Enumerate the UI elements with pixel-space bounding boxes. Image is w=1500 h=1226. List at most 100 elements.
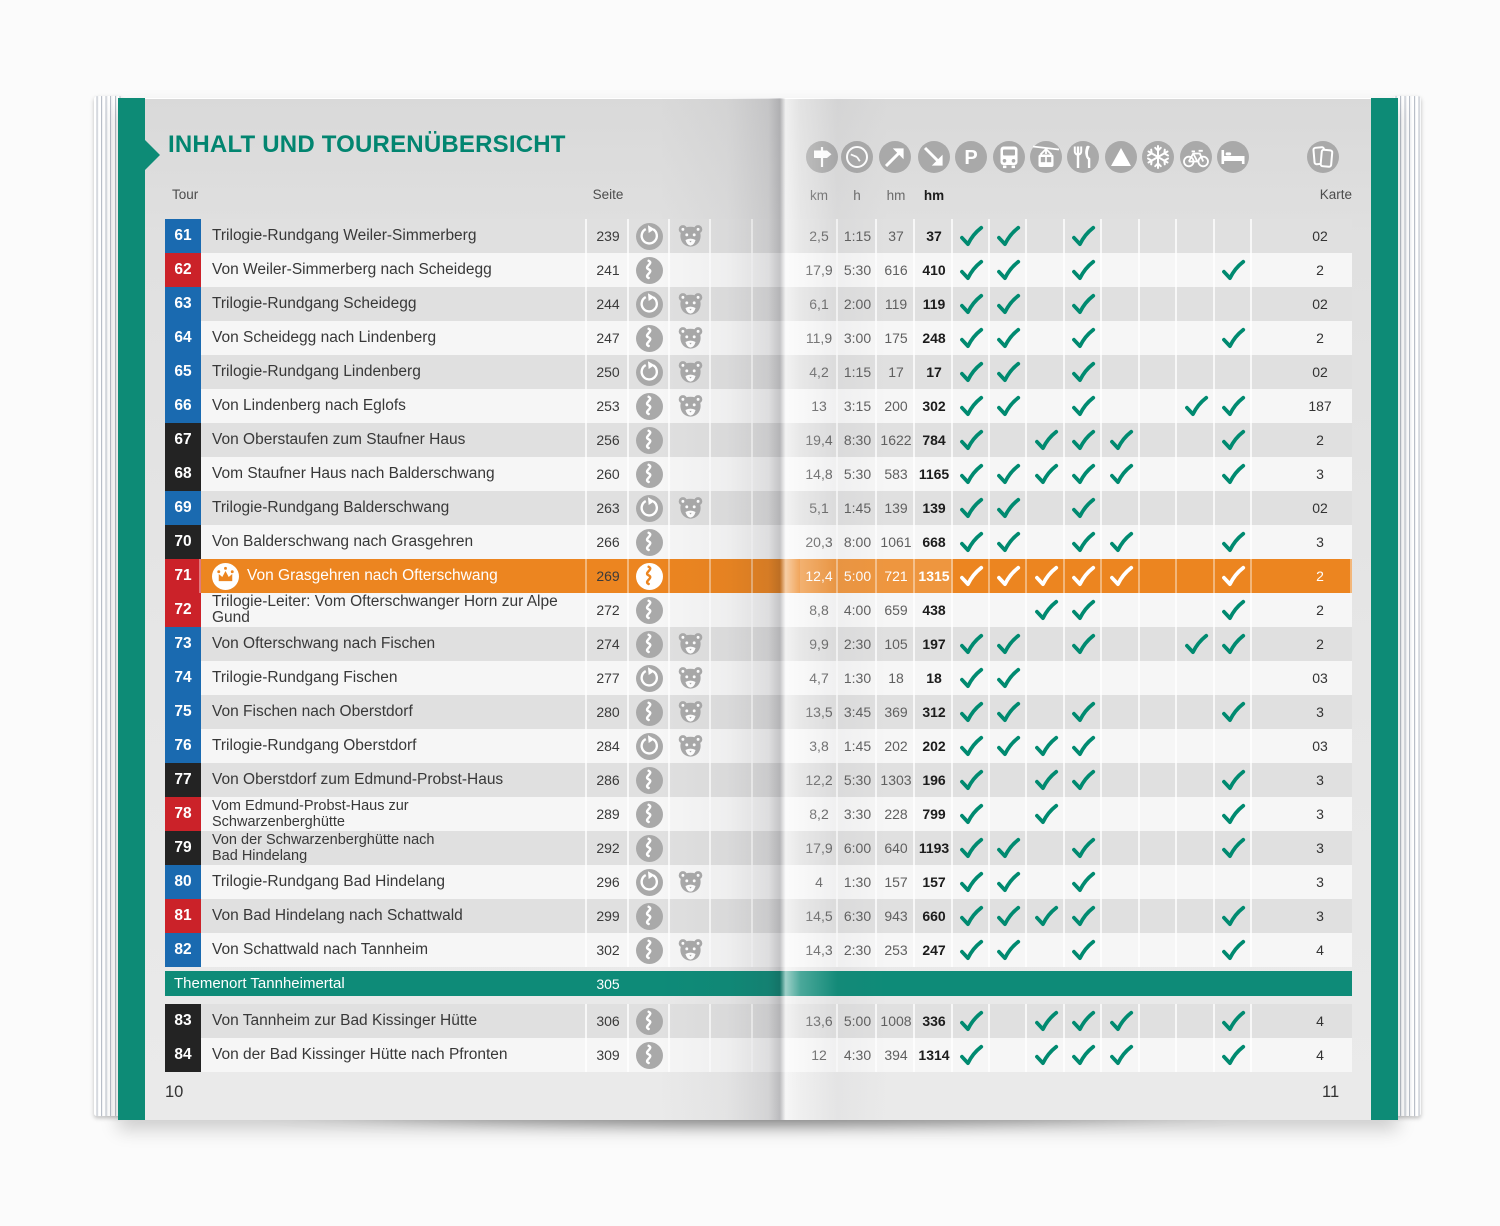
amenity-check-bus (990, 763, 1027, 797)
amenity-check-peak (1103, 593, 1140, 627)
spacer-cell (711, 1038, 753, 1072)
tour-page: 250 (587, 355, 629, 389)
spacer-cell (711, 219, 753, 253)
route-loop-icon (629, 219, 670, 253)
amenity-check-snowflake (1140, 661, 1177, 695)
tour-name: Von der Bad Kissinger Hütte nach Pfronte… (203, 1038, 587, 1072)
spacer-cell (711, 797, 753, 831)
amenity-check-bed (1215, 321, 1252, 355)
amenity-check-parking (953, 593, 990, 627)
amenity-check-cablecar (1028, 831, 1065, 865)
spacer-cell (711, 933, 753, 967)
tour-name: Von Grasgehren nach Ofterschwang (203, 559, 587, 593)
amenity-check-bus (990, 661, 1027, 695)
ascent-hm: 616 (877, 253, 915, 287)
tour-name-text: Von Fischen nach Oberstdorf (212, 704, 413, 720)
map-number: 3 (1252, 831, 1352, 865)
amenity-check-bed (1215, 457, 1252, 491)
route-loop-icon (629, 661, 670, 695)
amenity-check-parking (953, 491, 990, 525)
amenity-check-restaurant (1065, 831, 1102, 865)
route-loop-icon (629, 491, 670, 525)
duration-h: 1:15 (838, 219, 877, 253)
ascent-hm: 253 (877, 933, 915, 967)
amenity-check-snowflake (1140, 865, 1177, 899)
snowflake-icon (1142, 141, 1174, 173)
amenity-check-snowflake (1140, 831, 1177, 865)
amenity-check-cablecar (1028, 695, 1065, 729)
spacer-cell (711, 423, 753, 457)
theme-section-row: Themenort Tannheimertal 305 (165, 971, 1352, 996)
amenity-check-restaurant (1065, 627, 1102, 661)
tour-name: Trilogie-Rundgang Oberstdorf (203, 729, 587, 763)
spacer-cell (711, 457, 753, 491)
clock-icon (841, 141, 873, 173)
duration-h: 2:30 (838, 933, 877, 967)
amenity-check-restaurant (1065, 355, 1102, 389)
amenity-check-snowflake (1140, 729, 1177, 763)
amenity-check-bicycle (1178, 423, 1215, 457)
amenity-check-bicycle (1178, 933, 1215, 967)
tour-page: 272 (587, 593, 629, 627)
tour-row: 80Trilogie-Rundgang Bad Hindelang29641:3… (165, 865, 1352, 899)
amenity-check-bicycle (1178, 219, 1215, 253)
ascent-hm: 943 (877, 899, 915, 933)
amenity-check-bed (1215, 797, 1252, 831)
tour-name-text: Von Oberstaufen zum Staufner Haus (212, 432, 465, 448)
tour-row: 79 Von der Schwarzenberghütte nach Bad Hi… (165, 831, 1352, 865)
tour-number: 79 (165, 831, 201, 865)
amenity-check-bed (1215, 627, 1252, 661)
amenity-check-bus (990, 321, 1027, 355)
tour-name: Von Schattwald nach Tannheim (203, 933, 587, 967)
tour-number: 75 (165, 695, 201, 729)
amenity-check-bicycle (1178, 593, 1215, 627)
tour-name-text: Von der Schwarzenberghütte nach Bad Hind… (212, 832, 434, 864)
distance-km: 17,9 (800, 253, 838, 287)
distance-km: 13,5 (800, 695, 838, 729)
tour-page: 286 (587, 763, 629, 797)
distance-km: 8,2 (800, 797, 838, 831)
descent-hm: 202 (915, 729, 953, 763)
map-number: 2 (1252, 593, 1352, 627)
amenity-check-restaurant (1065, 219, 1102, 253)
tour-page: 244 (587, 287, 629, 321)
tour-number: 61 (165, 219, 201, 253)
tour-row: 83Von Tannheim zur Bad Kissinger Hütte30… (165, 1004, 1352, 1038)
empty-icon-cell (670, 253, 711, 287)
tour-name-text: Von Bad Hindelang nach Schattwald (212, 908, 463, 924)
amenity-check-peak (1103, 899, 1140, 933)
amenity-check-snowflake (1140, 525, 1177, 559)
amenity-check-bed (1215, 287, 1252, 321)
tour-page: 280 (587, 695, 629, 729)
tour-number: 77 (165, 763, 201, 797)
tour-name-text: Von Scheidegg nach Lindenberg (212, 330, 436, 346)
amenity-check-restaurant (1065, 457, 1102, 491)
descent-hm: 784 (915, 423, 953, 457)
amenity-check-restaurant (1065, 899, 1102, 933)
tour-name: Von Weiler-Simmerberg nach Scheidegg (203, 253, 587, 287)
chapter-chevron-icon (145, 140, 160, 170)
unit-label-h: h (837, 188, 877, 203)
descent-hm: 37 (915, 219, 953, 253)
tour-name-text: Trilogie-Rundgang Fischen (212, 670, 398, 686)
descent-hm: 18 (915, 661, 953, 695)
route-linear-icon (629, 321, 670, 355)
amenity-check-parking (953, 219, 990, 253)
tour-name: Von Tannheim zur Bad Kissinger Hütte (203, 1004, 587, 1038)
amenity-check-snowflake (1140, 797, 1177, 831)
column-header-karte: Karte (1290, 187, 1352, 202)
tour-row: 78Vom Edmund-Probst-Haus zur Schwarzenbe… (165, 797, 1352, 831)
theme-section-page: 305 (587, 976, 629, 992)
amenity-check-bus (990, 253, 1027, 287)
tour-name-text: Von Schattwald nach Tannheim (212, 942, 428, 958)
amenity-check-bed (1215, 593, 1252, 627)
amenity-check-peak (1103, 525, 1140, 559)
tour-name-text: Von der Bad Kissinger Hütte nach Pfronte… (212, 1047, 508, 1063)
map-number: 3 (1252, 763, 1352, 797)
descent-hm: 1314 (915, 1038, 953, 1072)
tour-name-text: Von Balderschwang nach Grasgehren (212, 534, 473, 550)
route-linear-icon (629, 899, 670, 933)
empty-icon-cell (670, 1004, 711, 1038)
amenity-check-snowflake (1140, 457, 1177, 491)
signpost-icon (806, 141, 838, 173)
